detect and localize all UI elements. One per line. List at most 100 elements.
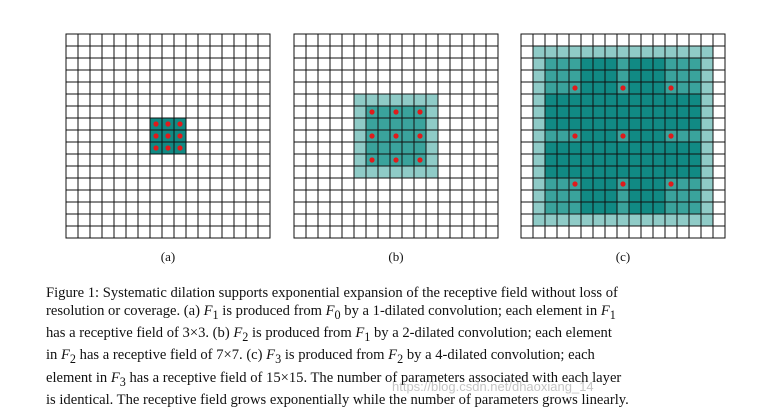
grid-cell xyxy=(544,129,558,143)
grid-cell xyxy=(485,105,499,119)
grid-cell xyxy=(473,117,487,131)
grid-cell xyxy=(580,117,594,131)
grid-cell xyxy=(413,33,427,47)
grid-cell xyxy=(592,105,606,119)
grid-cell xyxy=(257,33,271,47)
grid-cell xyxy=(389,141,403,155)
grid-cell xyxy=(437,81,451,95)
grid-cell xyxy=(652,69,666,83)
grid-cell xyxy=(461,141,475,155)
grid-cell xyxy=(353,33,367,47)
grid-cell xyxy=(580,69,594,83)
grid-cell xyxy=(185,177,199,191)
grid-cell xyxy=(389,93,403,107)
grid-cell xyxy=(628,177,642,191)
grid-cell xyxy=(149,165,163,179)
grid-cell xyxy=(77,201,91,215)
kernel-tap-dot xyxy=(620,133,626,139)
grid-cell xyxy=(197,33,211,47)
grid-cell xyxy=(616,165,630,179)
grid-cell xyxy=(580,33,594,47)
grid-cell xyxy=(520,225,534,239)
grid-cell xyxy=(221,225,235,239)
grid-cell xyxy=(305,165,319,179)
grid-cell xyxy=(664,45,678,59)
grid-cell xyxy=(461,153,475,167)
grid-cell xyxy=(125,117,139,131)
grid-cell xyxy=(473,213,487,227)
grid-cell xyxy=(245,213,259,227)
grid-cell xyxy=(544,57,558,71)
grid-cell xyxy=(365,69,379,83)
grid-cell xyxy=(628,153,642,167)
grid-cell xyxy=(221,141,235,155)
grid-cell xyxy=(604,165,618,179)
grid-cell xyxy=(676,33,690,47)
grid-cell xyxy=(209,117,223,131)
grid-cell xyxy=(700,45,714,59)
grid-cell xyxy=(688,93,702,107)
grid-cell xyxy=(233,213,247,227)
grid-cell xyxy=(89,213,103,227)
grid-cell xyxy=(413,57,427,71)
grid-cell xyxy=(652,201,666,215)
figure-caption: Figure 1: Systematic dilation supports e… xyxy=(46,284,750,409)
grid-cell xyxy=(293,141,307,155)
grid-cell xyxy=(580,165,594,179)
grid-cell xyxy=(305,177,319,191)
grid-cell xyxy=(113,177,127,191)
grid-cell xyxy=(317,225,331,239)
grid-cell xyxy=(377,129,391,143)
grid-cell xyxy=(233,165,247,179)
grid-cell xyxy=(233,33,247,47)
grid-cell xyxy=(389,117,403,131)
grid-cell xyxy=(520,57,534,71)
caption-line: is identical. The receptive field grows … xyxy=(46,391,629,408)
grid-cell xyxy=(353,93,367,107)
grid-cell xyxy=(437,33,451,47)
grid-cell xyxy=(125,213,139,227)
grid-cell xyxy=(329,225,343,239)
grid-cell xyxy=(401,129,415,143)
grid-cell xyxy=(628,201,642,215)
grid-cell xyxy=(425,33,439,47)
grid-cell xyxy=(341,165,355,179)
grid-cell xyxy=(173,153,187,167)
grid-cell xyxy=(520,189,534,203)
grid-cell xyxy=(65,81,79,95)
grid-cell xyxy=(245,177,259,191)
grid-cell xyxy=(125,141,139,155)
grid-cell xyxy=(544,93,558,107)
grid-cell xyxy=(712,33,726,47)
grid-cell xyxy=(233,153,247,167)
grid-cell xyxy=(305,141,319,155)
grid-cell xyxy=(425,225,439,239)
grid-cell xyxy=(377,69,391,83)
grid-cell xyxy=(413,93,427,107)
grid-cell xyxy=(449,177,463,191)
grid-cell xyxy=(688,213,702,227)
grid-cell xyxy=(65,69,79,83)
grid-cell xyxy=(700,189,714,203)
grid-cell xyxy=(520,105,534,119)
grid-cell xyxy=(209,45,223,59)
grid-cell xyxy=(640,69,654,83)
grid-cell xyxy=(77,153,91,167)
grid-cell xyxy=(185,189,199,203)
grid-cell xyxy=(245,225,259,239)
kernel-tap-dot xyxy=(369,109,375,115)
grid-cell xyxy=(485,33,499,47)
grid-cell xyxy=(353,189,367,203)
grid-cell xyxy=(485,189,499,203)
grid-cell xyxy=(712,165,726,179)
grid-cell xyxy=(700,33,714,47)
grid-cell xyxy=(437,165,451,179)
grid-cell xyxy=(425,141,439,155)
grid-cell xyxy=(293,81,307,95)
grid-cell xyxy=(341,81,355,95)
grid-cell xyxy=(664,93,678,107)
grid-cell xyxy=(365,33,379,47)
grid-cell xyxy=(113,69,127,83)
grid-cell xyxy=(209,153,223,167)
grid-cell xyxy=(449,129,463,143)
